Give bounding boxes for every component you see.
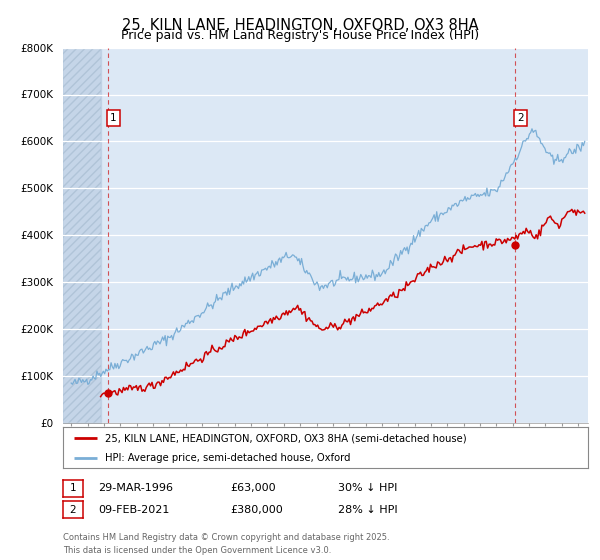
Text: 25, KILN LANE, HEADINGTON, OXFORD, OX3 8HA: 25, KILN LANE, HEADINGTON, OXFORD, OX3 8… <box>122 18 478 33</box>
Text: 28% ↓ HPI: 28% ↓ HPI <box>338 505 397 515</box>
Text: £380,000: £380,000 <box>230 505 283 515</box>
Text: Contains HM Land Registry data © Crown copyright and database right 2025.
This d: Contains HM Land Registry data © Crown c… <box>63 533 389 554</box>
Text: 25, KILN LANE, HEADINGTON, OXFORD, OX3 8HA (semi-detached house): 25, KILN LANE, HEADINGTON, OXFORD, OX3 8… <box>105 433 467 443</box>
Text: £63,000: £63,000 <box>230 483 275 493</box>
Text: HPI: Average price, semi-detached house, Oxford: HPI: Average price, semi-detached house,… <box>105 454 350 463</box>
Text: 2: 2 <box>70 505 76 515</box>
Text: 30% ↓ HPI: 30% ↓ HPI <box>338 483 397 493</box>
Text: 09-FEB-2021: 09-FEB-2021 <box>98 505 169 515</box>
Text: 29-MAR-1996: 29-MAR-1996 <box>98 483 173 493</box>
Text: 1: 1 <box>70 483 76 493</box>
Text: 1: 1 <box>110 113 117 123</box>
Text: Price paid vs. HM Land Registry's House Price Index (HPI): Price paid vs. HM Land Registry's House … <box>121 29 479 42</box>
Text: 2: 2 <box>517 113 524 123</box>
